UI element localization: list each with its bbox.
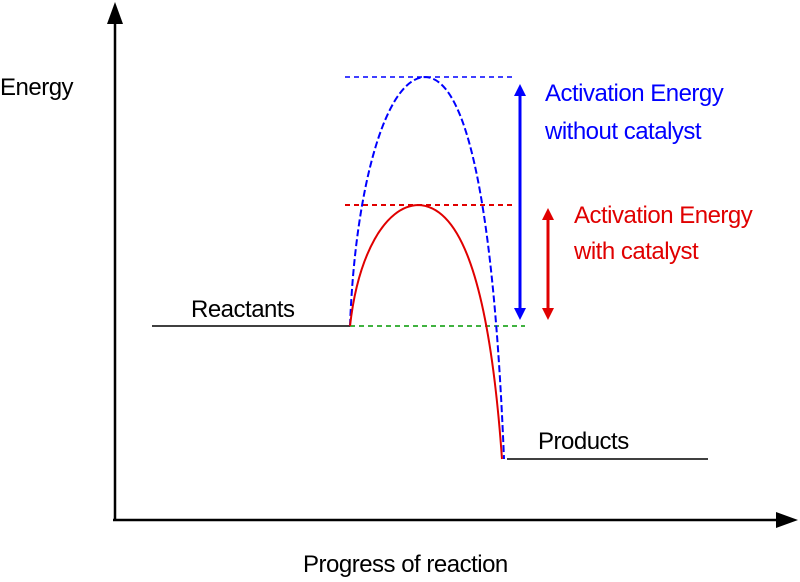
reactants-label: Reactants <box>191 296 295 323</box>
catalysed-label-line1: Activation Energy <box>574 202 753 229</box>
products-label: Products <box>538 428 629 455</box>
uncatalysed-label-line1: Activation Energy <box>545 80 724 107</box>
uncatalysed-curve <box>349 75 505 460</box>
x-axis-label: Progress of reaction <box>303 551 508 578</box>
catalysed-label-line2: with catalyst <box>573 238 699 265</box>
uncatalysed-label-line2: without catalyst <box>544 118 702 145</box>
catalysed-curve <box>349 203 503 460</box>
y-axis-label: Energy <box>0 74 74 101</box>
x-axis-arrowhead <box>776 512 798 528</box>
y-axis-arrowhead <box>107 2 123 24</box>
